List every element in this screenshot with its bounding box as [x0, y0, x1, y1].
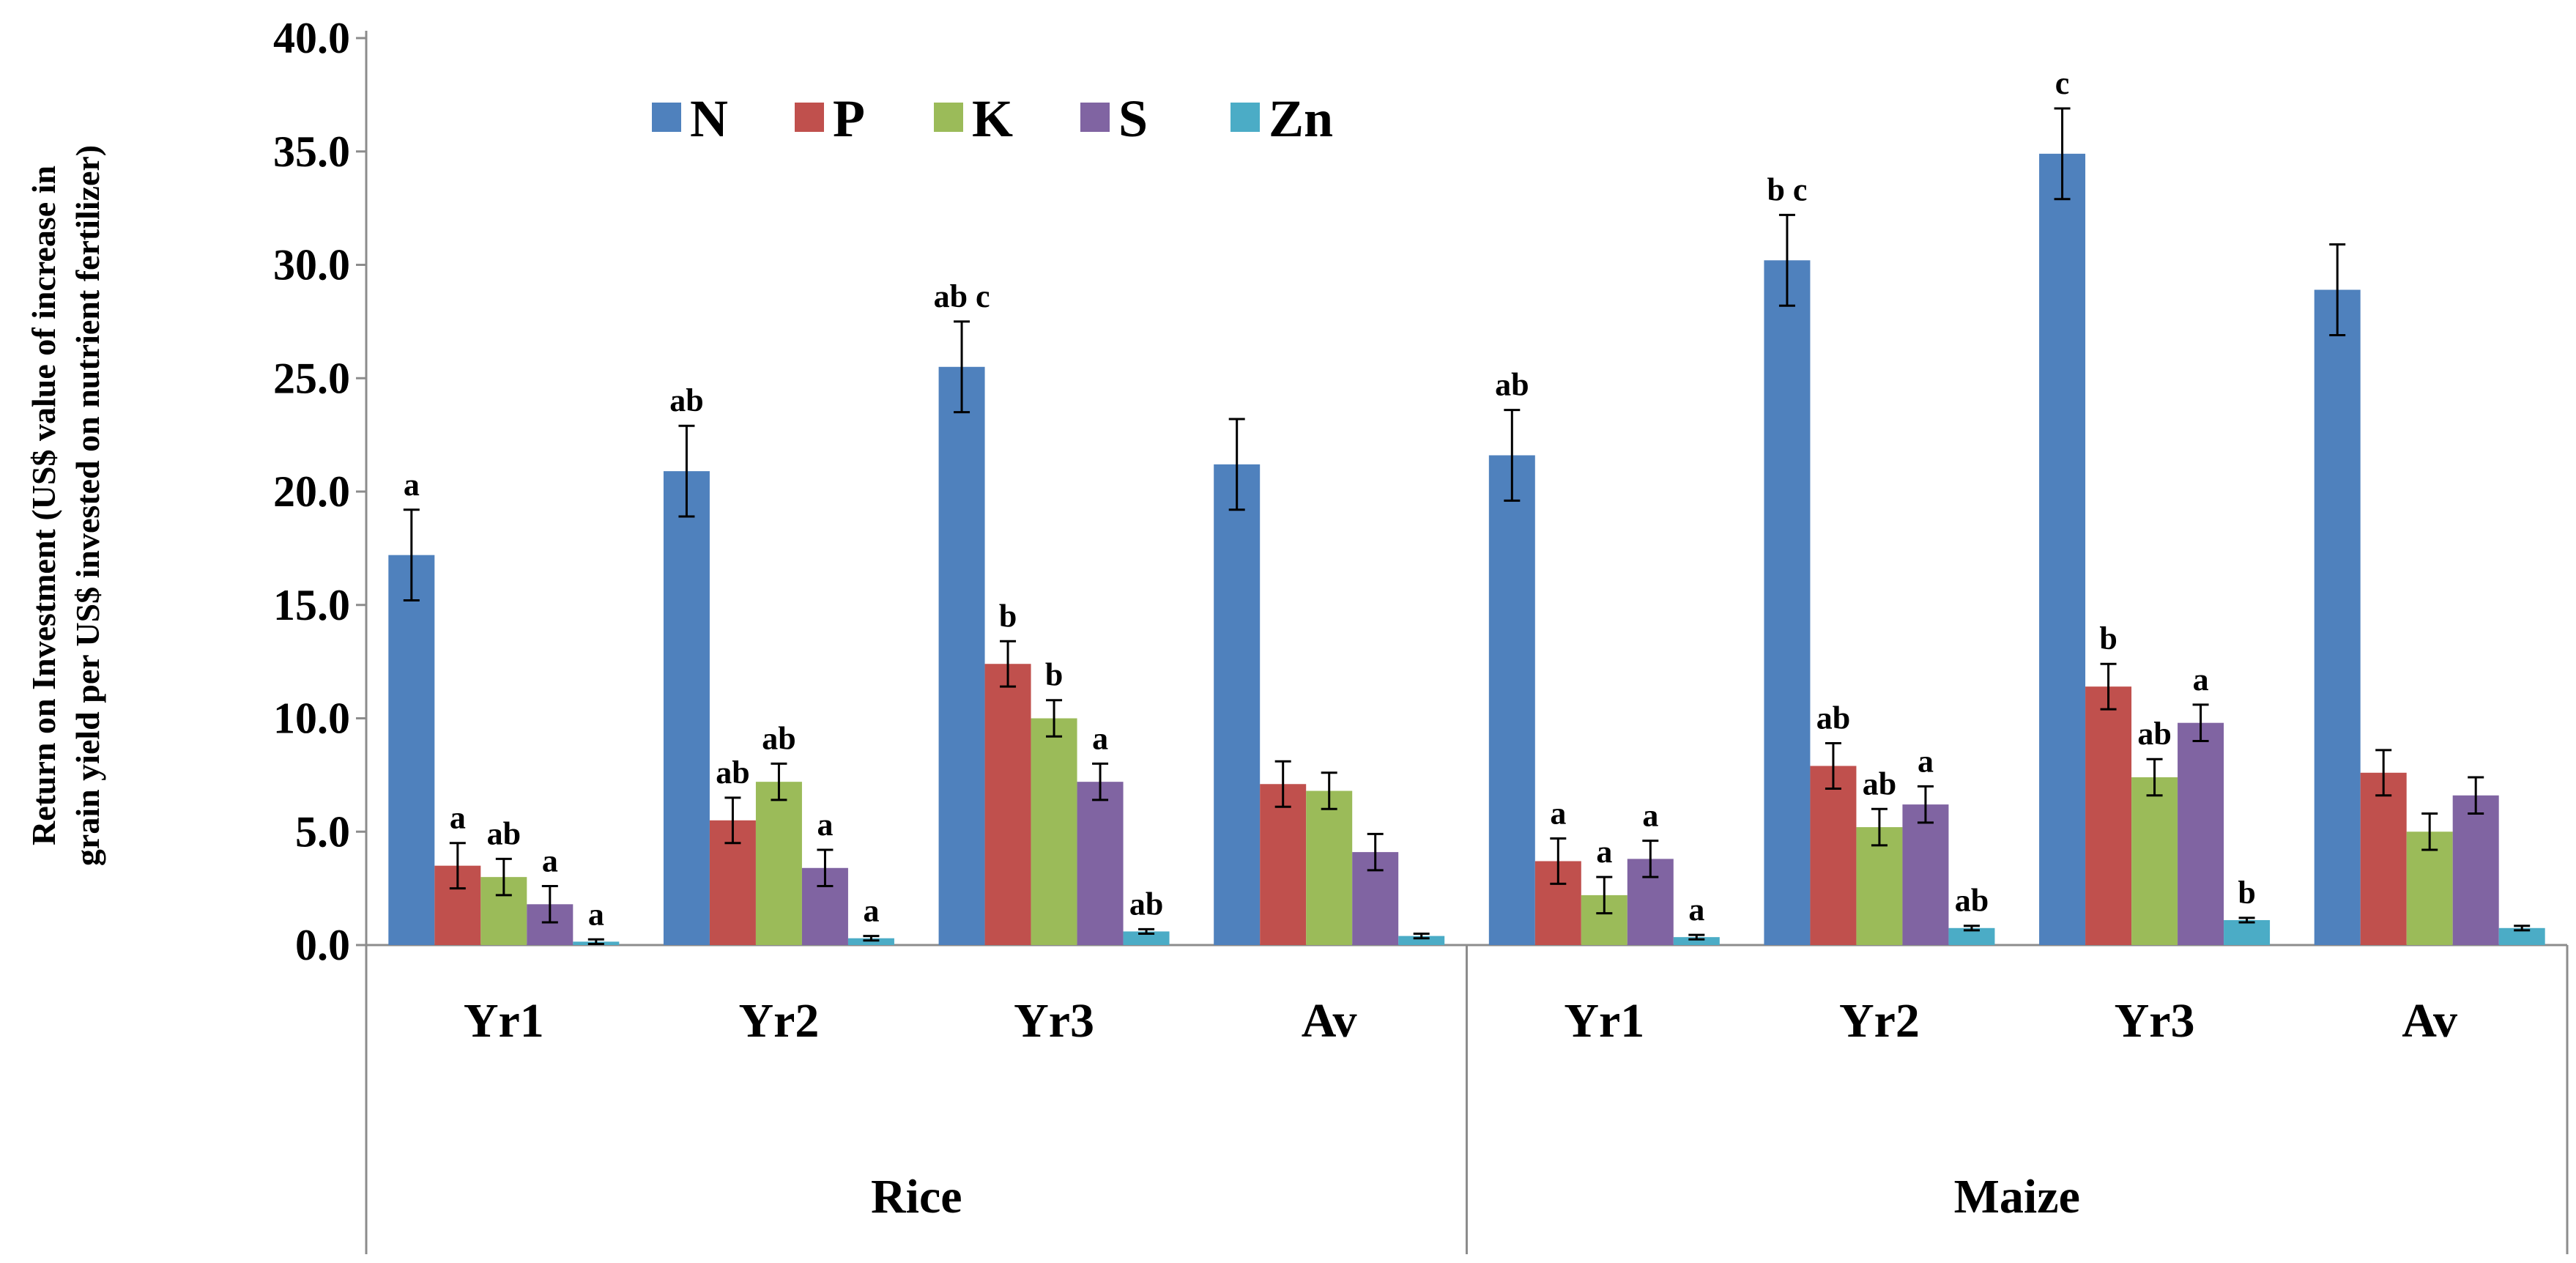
significance-label: b: [2238, 875, 2255, 911]
significance-label: a: [1092, 720, 1108, 756]
significance-label: b: [999, 598, 1017, 634]
x-category-label: Av: [2402, 994, 2457, 1048]
significance-label: ab: [1495, 367, 1529, 403]
legend-label-K: K: [972, 89, 1013, 148]
bar-P-Yr2: [1810, 766, 1857, 945]
y-tick-label: 5.0: [295, 807, 350, 856]
significance-label: a: [817, 807, 833, 842]
significance-label: ab: [1129, 886, 1163, 922]
legend-swatch-P: [795, 103, 824, 132]
bar-P-Av: [1260, 784, 1307, 945]
significance-label: b c: [1767, 171, 1807, 207]
significance-label: a: [450, 800, 466, 836]
bar-Zn-Yr3: [1123, 931, 1170, 945]
legend-swatch-K: [934, 103, 963, 132]
significance-label: a: [1918, 743, 1934, 779]
bar-N-Yr3: [938, 366, 985, 945]
bar-S-Av: [2452, 795, 2499, 945]
significance-label: ab: [669, 382, 703, 418]
y-tick-label: 25.0: [273, 354, 350, 402]
y-tick-label: 35.0: [273, 127, 350, 176]
x-category-label: Yr3: [1014, 994, 1094, 1048]
significance-label: a: [863, 893, 879, 929]
significance-label: a: [1688, 892, 1704, 927]
y-axis-label-line-1: Return on Investment (US$ value of incre…: [25, 166, 62, 845]
bar-Zn-Yr1: [1673, 937, 1720, 945]
significance-label: ab: [1816, 700, 1850, 736]
x-axis-groups: Rice Maize: [365, 945, 2569, 1254]
y-axis-label: Return on Investment (US$ value of incre…: [25, 145, 106, 866]
bar-K-Yr2: [1856, 827, 1903, 945]
y-tick-label: 10.0: [273, 695, 350, 743]
bar-N-Yr1: [388, 555, 435, 945]
bar-K-Yr3: [2131, 777, 2178, 945]
significance-label: c: [2055, 65, 2070, 101]
bar-K-Av: [1306, 790, 1353, 945]
bar-S-Yr3: [1077, 782, 1124, 945]
bar-N-Yr2: [1764, 260, 1811, 945]
significance-label: b: [2099, 621, 2117, 656]
bar-P-Av: [2360, 772, 2407, 945]
significance-label: ab: [487, 815, 521, 851]
significance-label: ab: [2137, 716, 2171, 752]
bar-Zn-Yr2: [847, 938, 894, 945]
bar-N-Yr2: [663, 471, 710, 945]
y-tick-label: 0.0: [295, 921, 350, 969]
legend-label-N: N: [690, 89, 728, 148]
legend-swatch-S: [1080, 103, 1110, 132]
significance-label: ab c: [934, 278, 990, 314]
x-category-label: Yr1: [1564, 994, 1644, 1048]
significance-label: b: [1045, 657, 1063, 693]
bar-N-Yr1: [1488, 455, 1535, 945]
bar-Zn-Yr3: [2224, 919, 2271, 945]
x-group-label: Maize: [1954, 1170, 2080, 1223]
legend-swatch-Zn: [1231, 103, 1260, 132]
error-bars: [403, 107, 2531, 945]
legend-label-Zn: Zn: [1269, 89, 1333, 148]
x-category-label: Av: [1302, 994, 1357, 1048]
bars: [388, 153, 2545, 946]
legend: N P K S Zn: [652, 89, 1333, 148]
significance-label: a: [1550, 796, 1566, 831]
x-category-label: Yr3: [2115, 994, 2195, 1048]
bar-P-Yr3: [2085, 686, 2132, 945]
y-tick-label: 20.0: [273, 467, 350, 516]
significance-label: ab: [762, 720, 795, 756]
y-tick-label: 40.0: [273, 14, 350, 62]
significance-label: a: [404, 467, 420, 503]
y-tick-label: 30.0: [273, 241, 350, 289]
significance-label: ab: [1863, 766, 1896, 801]
bar-P-Yr3: [984, 664, 1031, 945]
significance-label: a: [542, 843, 558, 879]
y-tick-label: 15.0: [273, 581, 350, 629]
legend-swatch-N: [652, 103, 681, 132]
bar-Zn-Av: [1398, 936, 1445, 945]
bar-Zn-Yr2: [1948, 927, 1995, 945]
bar-Zn-Av: [2498, 927, 2545, 945]
bar-K-Yr3: [1031, 718, 1077, 945]
x-axis-categories: Yr1 Yr2 Yr3 Av Yr1 Yr2 Yr3 Av: [464, 994, 2457, 1048]
y-axis-label-line-2: grain yield per US$ invested on nutrient…: [69, 145, 106, 866]
y-axis-ticks: 0.0 5.0 10.0 15.0 20.0 25.0 30.0 35.0 40.0: [273, 14, 366, 969]
bar-N-Yr3: [2039, 153, 2086, 946]
x-category-label: Yr2: [738, 994, 819, 1048]
significance-label: a: [1596, 834, 1612, 870]
significance-label: a: [588, 896, 604, 932]
significance-label: a: [1642, 798, 1658, 834]
legend-label-P: P: [833, 89, 865, 148]
bar-K-Yr2: [755, 782, 802, 945]
bar-S-Yr3: [2178, 722, 2224, 945]
bar-S-Yr2: [1902, 804, 1949, 945]
significance-label: ab: [1955, 883, 1989, 919]
legend-label-S: S: [1118, 89, 1148, 148]
x-category-label: Yr1: [464, 994, 544, 1048]
significance-label: a: [2193, 662, 2209, 697]
significance-label: ab: [716, 755, 749, 790]
bar-N-Av: [1214, 464, 1261, 945]
bar-N-Av: [2314, 289, 2361, 945]
x-category-label: Yr2: [1839, 994, 1920, 1048]
x-group-label: Rice: [871, 1170, 962, 1223]
